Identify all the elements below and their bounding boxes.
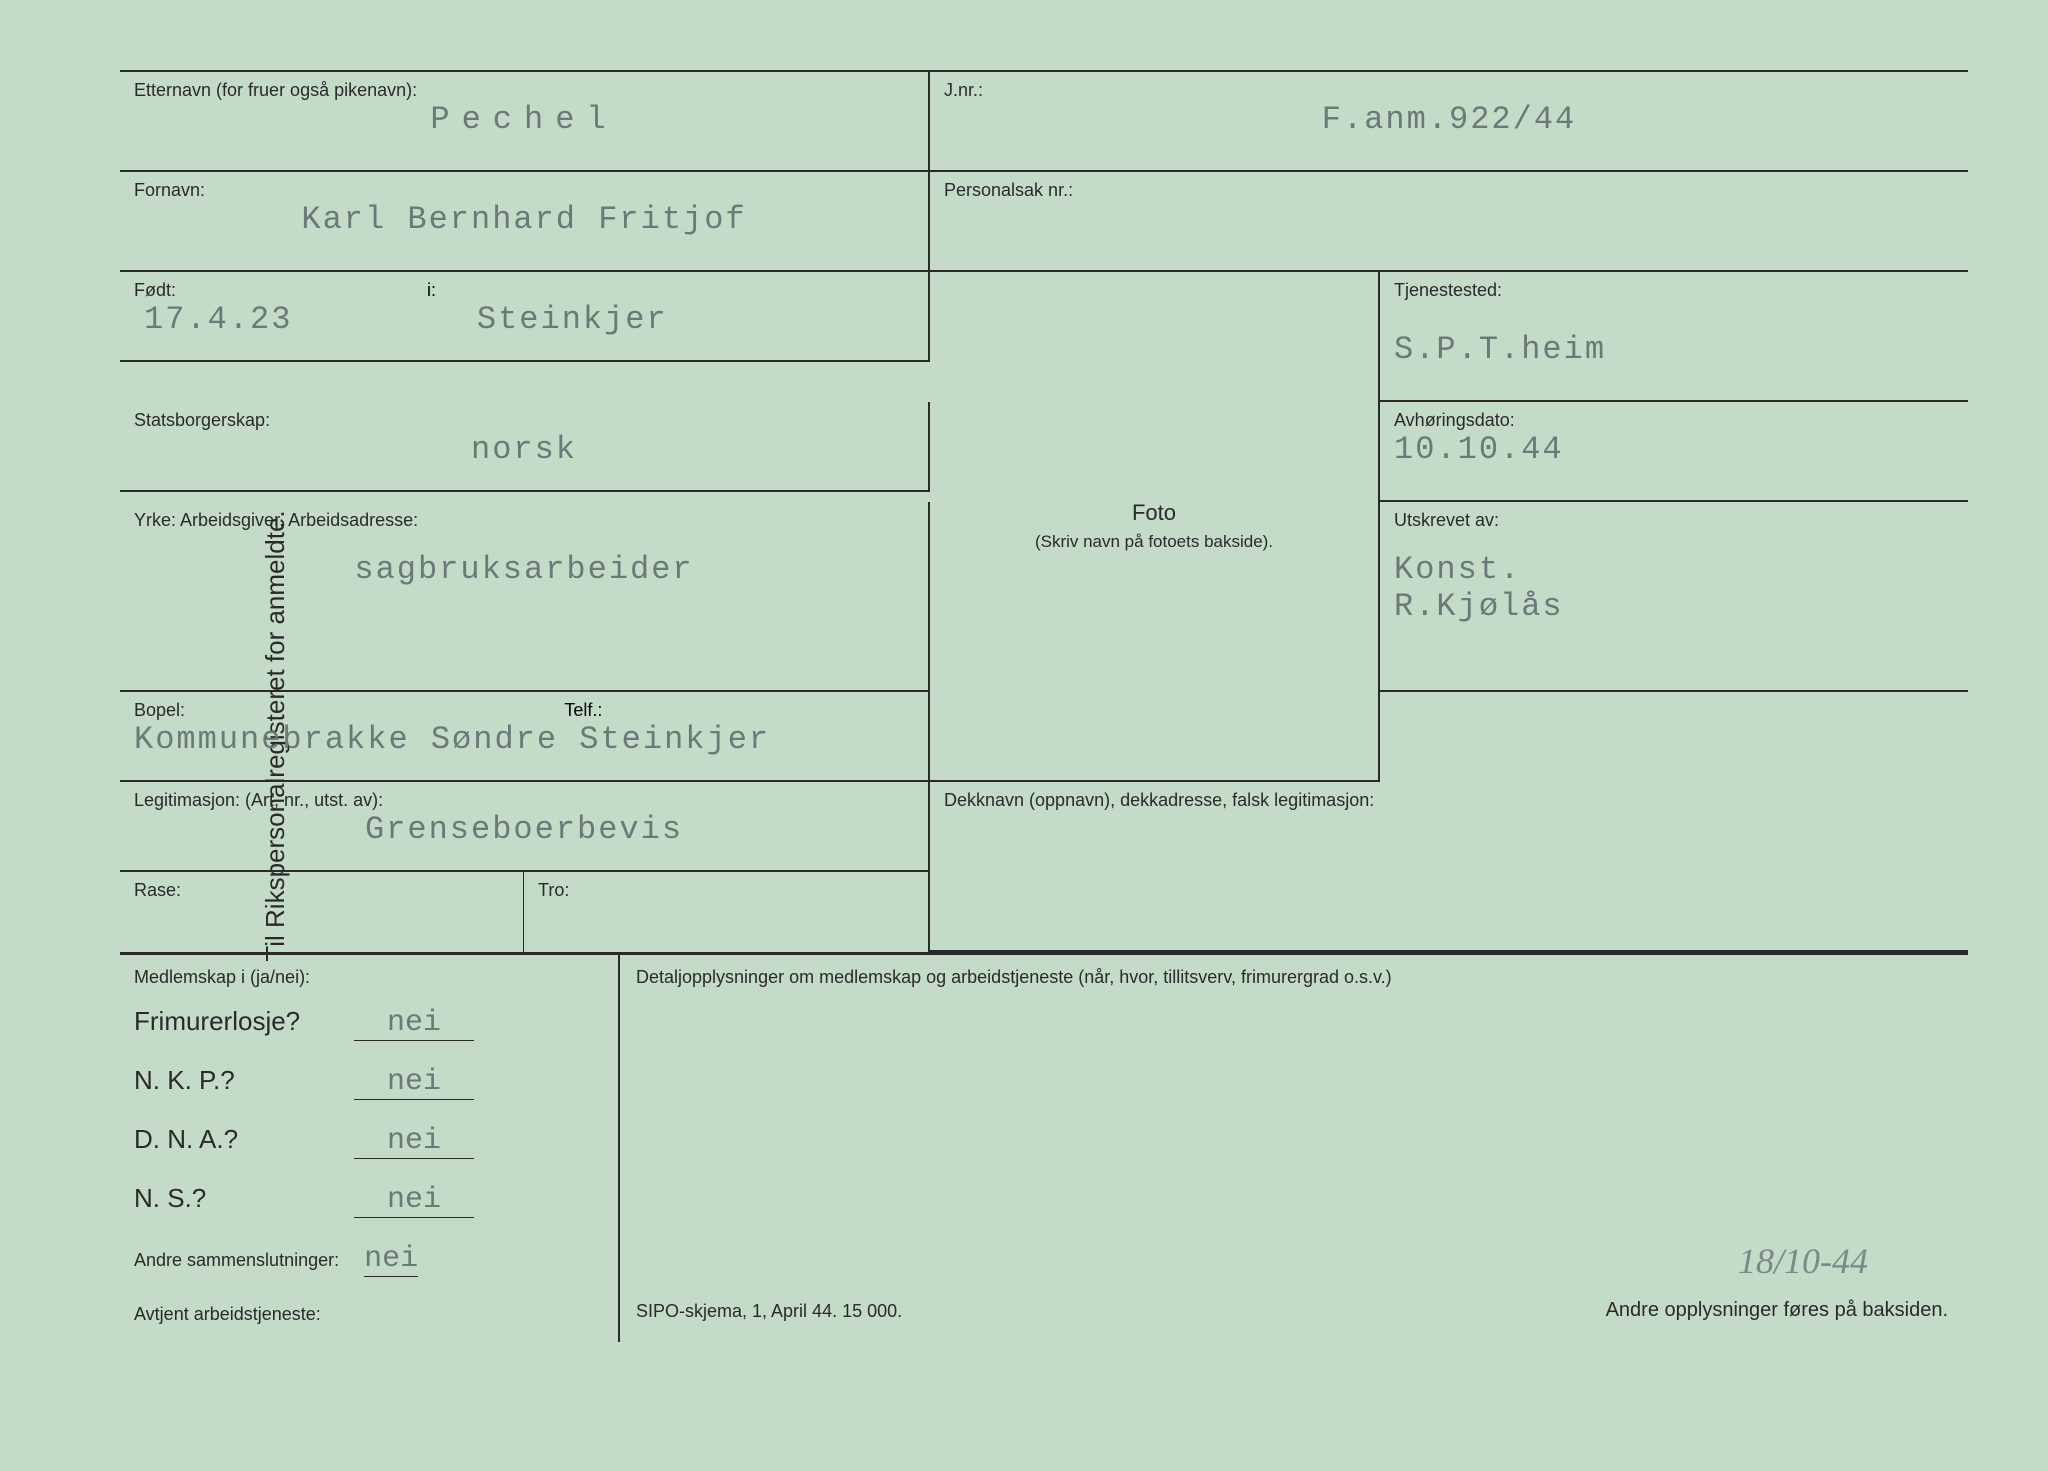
label-fodt: Født: <box>134 280 914 301</box>
label-legitimasjon: Legitimasjon: (Art, nr., utst. av): <box>134 790 914 811</box>
value-fodt: 17.4.23 <box>144 301 292 338</box>
label-etternavn: Etternavn (for fruer også pikenavn): <box>134 80 914 101</box>
cell-foto: Foto (Skriv navn på fotoets bakside). <box>930 272 1380 782</box>
label-rase: Rase: <box>134 880 509 901</box>
label-tjenestested: Tjenestested: <box>1394 280 1954 301</box>
label-foto: Foto <box>1132 500 1176 526</box>
cell-utskrevet: Utskrevet av: Konst. R.Kjølås <box>1380 502 1968 692</box>
cell-statsborgerskap: Statsborgerskap: norsk <box>120 402 930 492</box>
label-avtjent: Avtjent arbeidstjeneste: <box>134 1304 321 1324</box>
footer-sipo: SIPO-skjema, 1, April 44. 15 000. <box>636 1301 902 1322</box>
footer-andre-opp: Andre opplysninger føres på baksiden. <box>1606 1299 1948 1322</box>
cell-fodt: Født: i: 17.4.23 Steinkjer <box>120 272 930 362</box>
mem-a2: nei <box>354 1065 474 1100</box>
handwritten-date: 18/10-44 <box>1738 1240 1868 1282</box>
cell-bopel: Bopel: Telf.: Kommunebrakke Søndre Stein… <box>120 692 930 782</box>
value-utskrevet2: R.Kjølås <box>1394 588 1954 625</box>
label-i: i: <box>427 280 436 301</box>
value-statsborgerskap: norsk <box>134 431 914 468</box>
value-fornavn: Karl Bernhard Fritjof <box>134 201 914 238</box>
label-avhoringsdato: Avhøringsdato: <box>1394 410 1954 431</box>
mem-q2: N. K. P.? <box>134 1065 354 1096</box>
value-tjenestested: S.P.T.heim <box>1394 331 1954 368</box>
value-utskrevet1: Konst. <box>1394 551 1954 588</box>
cell-personalsak: Personalsak nr.: <box>930 172 1968 272</box>
label-telf: Telf.: <box>564 700 602 721</box>
mem-q4: N. S.? <box>134 1183 354 1214</box>
label-bopel: Bopel: <box>134 700 914 721</box>
value-legitimasjon: Grenseboerbevis <box>134 811 914 848</box>
mem-q1: Frimurerlosje? <box>134 1006 354 1037</box>
label-personalsak: Personalsak nr.: <box>944 180 1954 201</box>
label-jnr: J.nr.: <box>944 80 1954 101</box>
label-detaljopp: Detaljopplysninger om medlemskap og arbe… <box>636 967 1952 988</box>
cell-fornavn: Fornavn: Karl Bernhard Fritjof <box>120 172 930 272</box>
detail-column: Detaljopplysninger om medlemskap og arbe… <box>620 955 1968 1342</box>
label-foto-sub: (Skriv navn på fotoets bakside). <box>1035 532 1273 552</box>
value-etternavn: Pechel <box>134 101 914 138</box>
label-andre-samm: Andre sammenslutninger: <box>134 1250 339 1270</box>
label-utskrevet: Utskrevet av: <box>1394 510 1954 531</box>
label-medlemskap: Medlemskap i (ja/nei): <box>134 967 604 988</box>
label-yrke: Yrke: Arbeidsgiver, Arbeidsadresse: <box>134 510 914 531</box>
value-jnr: F.anm.922/44 <box>944 101 1954 138</box>
label-tro: Tro: <box>538 880 914 901</box>
registration-card: Til Rikspersonalregisteret for anmeldte.… <box>0 0 2048 1471</box>
mem-q3: D. N. A.? <box>134 1124 354 1155</box>
mem-a1: nei <box>354 1006 474 1041</box>
cell-avhoringsdato: Avhøringsdato: 10.10.44 <box>1380 402 1968 502</box>
value-bopel: Kommunebrakke Søndre Steinkjer <box>134 721 914 758</box>
cell-dekknavn: Dekknavn (oppnavn), dekkadresse, falsk l… <box>930 782 1968 952</box>
cell-legitimasjon: Legitimasjon: (Art, nr., utst. av): Gren… <box>120 782 930 872</box>
value-avhoringsdato: 10.10.44 <box>1394 431 1954 468</box>
membership-box: Medlemskap i (ja/nei): Frimurerlosje? ne… <box>120 955 620 1342</box>
label-dekknavn: Dekknavn (oppnavn), dekkadresse, falsk l… <box>944 790 1954 811</box>
value-yrke: sagbruksarbeider <box>134 551 914 588</box>
bottom-section: Medlemskap i (ja/nei): Frimurerlosje? ne… <box>120 952 1968 1342</box>
form-grid: Etternavn (for fruer også pikenavn): Pec… <box>120 70 1968 952</box>
mem-a3: nei <box>354 1124 474 1159</box>
cell-yrke: Yrke: Arbeidsgiver, Arbeidsadresse: sagb… <box>120 502 930 692</box>
cell-jnr: J.nr.: F.anm.922/44 <box>930 72 1968 172</box>
label-statsborgerskap: Statsborgerskap: <box>134 410 914 431</box>
mem-a4: nei <box>354 1183 474 1218</box>
value-fodt-sted: Steinkjer <box>477 301 668 338</box>
cell-tjenestested: Tjenestested: S.P.T.heim <box>1380 272 1968 402</box>
label-fornavn: Fornavn: <box>134 180 914 201</box>
cell-rase-tro: Rase: Tro: <box>120 872 930 952</box>
cell-etternavn: Etternavn (for fruer også pikenavn): Pec… <box>120 72 930 172</box>
value-andre: nei <box>364 1242 418 1277</box>
